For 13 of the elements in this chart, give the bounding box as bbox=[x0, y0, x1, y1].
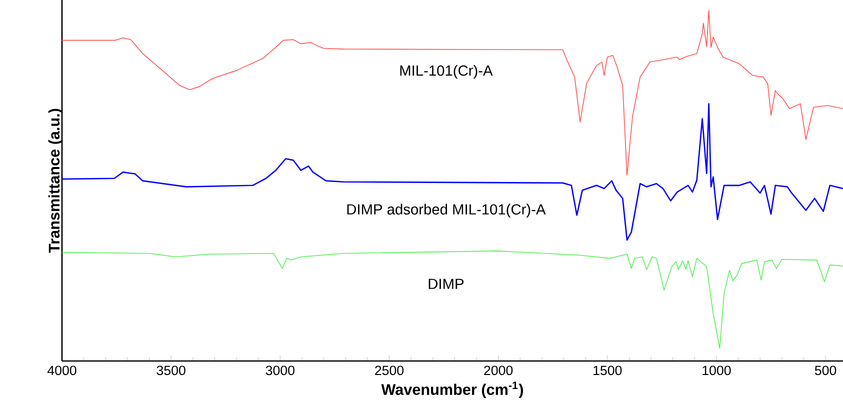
x-tick-label: 2500 bbox=[375, 366, 404, 376]
x-axis-title: Wavenumber (cm$^{-1}$) bbox=[381, 382, 524, 398]
series-label: DIMP bbox=[428, 278, 464, 289]
x-tick-label: 1500 bbox=[594, 366, 622, 376]
x-tick-label: 2000 bbox=[484, 366, 513, 376]
x-tick-label: 3500 bbox=[156, 366, 186, 376]
series-label: DIMP adsorbed MIL-101(Cr)-A bbox=[347, 204, 546, 218]
x-tick-label: 500 bbox=[814, 366, 836, 376]
x-tick-label: 4000 bbox=[47, 366, 76, 376]
x-tick-label: 1000 bbox=[702, 366, 731, 376]
y-axis-title: Transmittance (a.u.) bbox=[48, 108, 63, 253]
series-label: MIL-101(Cr)-A bbox=[400, 65, 493, 79]
x-tick-label: 3000 bbox=[266, 366, 294, 376]
